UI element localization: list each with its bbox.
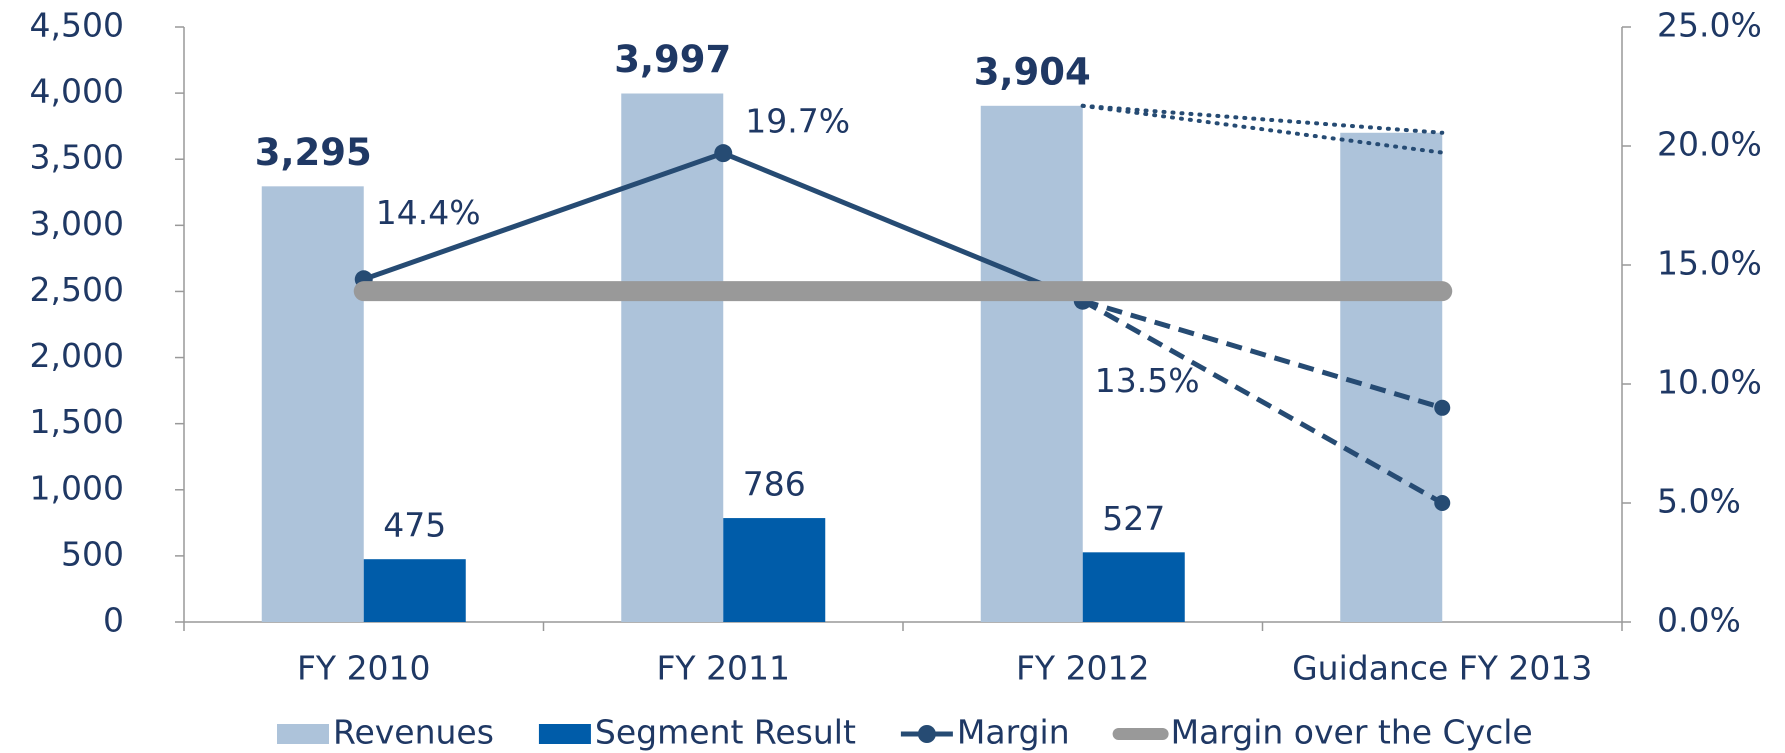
- x-tick-label: FY 2012: [1016, 649, 1150, 688]
- marker: [1434, 495, 1451, 511]
- y-tick-label: 2,500: [30, 270, 124, 309]
- y-tick-label: 1,000: [30, 468, 124, 507]
- bar: [1082, 552, 1185, 622]
- y-tick-label: 500: [61, 534, 124, 573]
- legend-label: Margin: [957, 713, 1070, 752]
- bar-label: 786: [743, 465, 806, 504]
- legend-label: Margin over the Cycle: [1171, 713, 1533, 752]
- line-label: 14.4%: [376, 193, 481, 232]
- y-tick-label: 1,500: [30, 402, 124, 441]
- x-tick-label: FY 2011: [656, 649, 790, 688]
- line-label: 13.5%: [1095, 361, 1200, 400]
- legend-swatch: [277, 724, 329, 744]
- x-tick-label: FY 2010: [297, 649, 431, 688]
- y2-tick-label: 5.0%: [1657, 482, 1741, 521]
- marker: [1434, 399, 1451, 416]
- bar: [723, 518, 826, 622]
- y-tick-label: 0: [103, 601, 124, 640]
- line: [1082, 298, 1443, 411]
- line: [1080, 103, 1445, 135]
- y-tick-label: 3,500: [30, 138, 124, 177]
- legend-swatch: [917, 725, 936, 743]
- y2-tick-label: 20.0%: [1657, 125, 1762, 164]
- y-tick-label: 4,500: [30, 6, 124, 45]
- y2-tick-label: 25.0%: [1657, 6, 1762, 45]
- y-tick-label: 4,000: [30, 72, 124, 111]
- line-label: 19.7%: [745, 102, 850, 141]
- y2-tick-label: 15.0%: [1657, 244, 1762, 283]
- y-tick-label: 3,000: [30, 204, 124, 243]
- bar-label: 475: [383, 506, 446, 545]
- line: [1081, 298, 1444, 506]
- marker: [714, 144, 733, 163]
- legend-label: Segment Result: [595, 713, 856, 752]
- bar: [363, 559, 466, 622]
- bar: [261, 186, 364, 623]
- y2-tick-label: 0.0%: [1657, 601, 1741, 640]
- bar: [980, 105, 1083, 622]
- legend-label: Revenues: [333, 713, 494, 752]
- bar-label: 527: [1102, 499, 1165, 538]
- bar: [1340, 132, 1443, 622]
- y-tick-label: 2,000: [30, 336, 124, 375]
- x-tick-label: Guidance FY 2013: [1292, 649, 1592, 688]
- line: [1080, 103, 1445, 155]
- legend-swatch: [538, 724, 591, 744]
- bar-label: 3,295: [255, 131, 372, 174]
- y2-tick-label: 10.0%: [1657, 363, 1762, 402]
- bar-label: 3,997: [614, 38, 731, 81]
- bar-label: 3,904: [974, 50, 1091, 93]
